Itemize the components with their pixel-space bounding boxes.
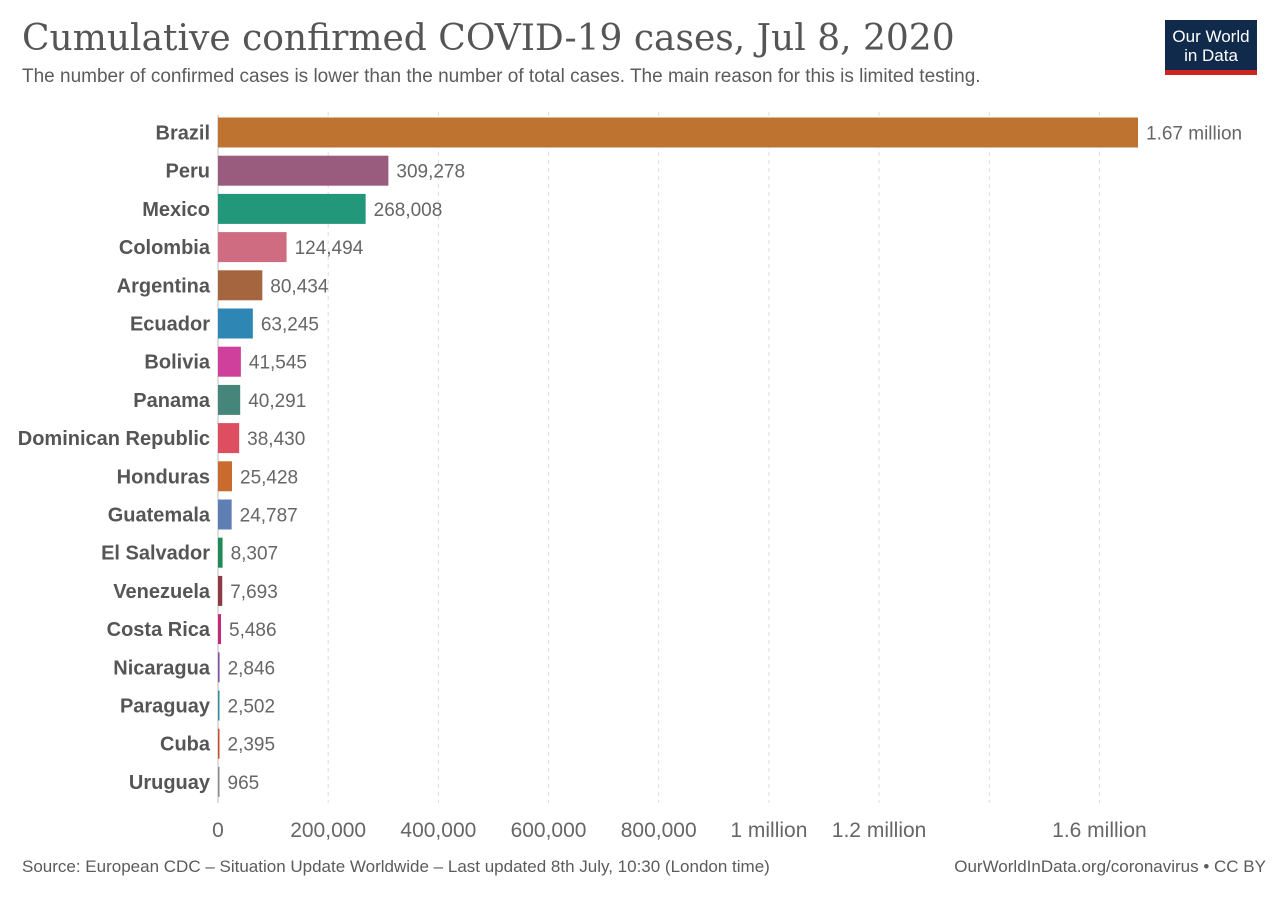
category-label: Panama xyxy=(133,390,211,412)
value-label: 2,395 xyxy=(228,735,276,756)
x-tick-label: 0 xyxy=(212,819,224,842)
category-label: Peru xyxy=(166,161,210,183)
category-label: Guatemala xyxy=(108,505,211,527)
value-label: 7,693 xyxy=(230,582,278,603)
x-tick-label: 1 million xyxy=(730,819,807,842)
x-axis-ticks: 0 200,000 400,000 600,000 800,000 1 million 1.… xyxy=(212,819,1147,842)
value-label: 41,545 xyxy=(249,353,307,374)
grid-lines xyxy=(217,112,1100,803)
bar[interactable] xyxy=(218,346,241,377)
x-tick-label: 800,000 xyxy=(621,819,697,842)
bar[interactable] xyxy=(218,193,366,224)
category-label: Honduras xyxy=(117,466,210,488)
bar[interactable] xyxy=(218,270,263,301)
category-label: Colombia xyxy=(119,237,211,259)
x-tick-label: 400,000 xyxy=(400,819,476,842)
bar[interactable] xyxy=(218,308,253,339)
category-label: Ecuador xyxy=(130,314,210,336)
bar[interactable] xyxy=(218,499,232,530)
bar[interactable] xyxy=(218,690,220,721)
owid-logo[interactable]: Our World in Data xyxy=(1165,20,1257,75)
x-tick-label: 1.2 million xyxy=(832,819,927,842)
value-label: 63,245 xyxy=(261,315,319,336)
category-label: El Salvador xyxy=(101,543,210,565)
value-label: 965 xyxy=(228,773,260,794)
bar[interactable] xyxy=(218,461,233,492)
category-label: Bolivia xyxy=(144,352,210,374)
chart-subtitle: The number of confirmed cases is lower t… xyxy=(22,66,981,87)
bar[interactable] xyxy=(218,728,220,759)
bars: Brazil 1.67 million Peru 309,278 Mexico 268,0… xyxy=(18,117,1242,797)
value-label: 40,291 xyxy=(248,391,306,412)
category-label: Paraguay xyxy=(120,696,211,718)
value-label: 2,846 xyxy=(228,658,276,679)
value-label: 124,494 xyxy=(295,238,364,259)
bar[interactable] xyxy=(218,766,220,797)
bar[interactable] xyxy=(218,423,240,454)
value-label: 5,486 xyxy=(229,620,277,641)
category-label: Brazil xyxy=(156,123,210,145)
value-label: 24,787 xyxy=(240,506,298,527)
bar[interactable] xyxy=(218,537,223,568)
category-label: Uruguay xyxy=(129,772,211,794)
category-label: Nicaragua xyxy=(113,657,211,679)
bar[interactable] xyxy=(218,117,1138,148)
value-label: 8,307 xyxy=(231,544,279,565)
bar[interactable] xyxy=(218,232,287,263)
value-label: 38,430 xyxy=(247,429,305,450)
chart-title: Cumulative confirmed COVID-19 cases, Jul… xyxy=(22,18,955,59)
logo-line-2: in Data xyxy=(1184,46,1238,65)
footer-link[interactable]: OurWorldInData.org/coronavirus • CC BY xyxy=(954,857,1266,876)
value-label: 309,278 xyxy=(396,162,465,183)
value-label: 268,008 xyxy=(374,200,443,221)
bar[interactable] xyxy=(218,155,389,186)
bar[interactable] xyxy=(218,652,220,683)
value-label: 80,434 xyxy=(270,276,329,297)
source-note: Source: European CDC – Situation Update … xyxy=(22,857,770,876)
value-label: 1.67 million xyxy=(1146,124,1242,145)
category-label: Cuba xyxy=(160,734,211,756)
logo-line-1: Our World xyxy=(1172,27,1250,46)
value-label: 25,428 xyxy=(240,467,298,488)
category-label: Costa Rica xyxy=(107,619,211,641)
x-tick-label: 1.6 million xyxy=(1052,819,1147,842)
bar[interactable] xyxy=(218,575,223,606)
value-label: 2,502 xyxy=(228,697,276,718)
bar-chart: Brazil 1.67 million Peru 309,278 Mexico 268,0… xyxy=(18,112,1242,842)
x-tick-label: 200,000 xyxy=(290,819,366,842)
category-label: Argentina xyxy=(117,275,211,297)
category-label: Mexico xyxy=(142,199,210,221)
logo-accent-bar xyxy=(1165,70,1257,75)
x-tick-label: 600,000 xyxy=(511,819,587,842)
category-label: Dominican Republic xyxy=(18,428,210,450)
bar[interactable] xyxy=(218,614,222,645)
bar[interactable] xyxy=(218,384,241,415)
category-label: Venezuela xyxy=(113,581,211,603)
